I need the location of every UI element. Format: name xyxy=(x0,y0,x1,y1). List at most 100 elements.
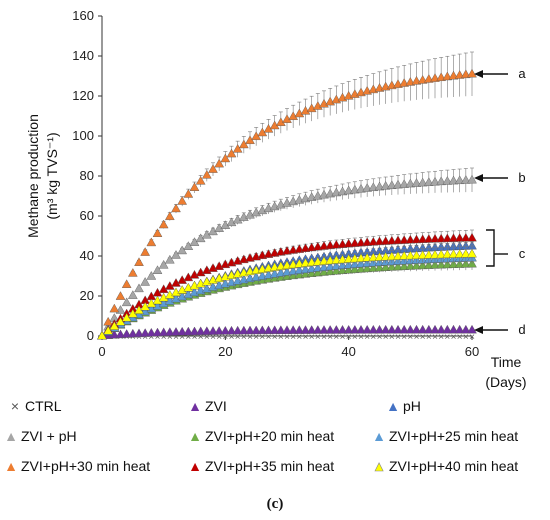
data-point-1 xyxy=(189,326,200,336)
data-point-6 xyxy=(140,247,151,256)
data-point-8 xyxy=(442,249,453,259)
data-point-ctrl: × xyxy=(204,332,210,343)
data-point-1 xyxy=(405,324,416,334)
data-point-8 xyxy=(97,330,107,340)
legend-label: ZVI + pH xyxy=(21,428,77,444)
data-point-ctrl: × xyxy=(432,332,438,343)
x-tick-label: 40 xyxy=(341,344,355,359)
data-point-6 xyxy=(189,182,200,191)
data-point-1 xyxy=(436,324,447,334)
data-point-ctrl: × xyxy=(259,332,265,343)
data-point-1 xyxy=(343,324,354,334)
data-point-8 xyxy=(467,248,477,258)
legend-label: ZVI+pH+30 min heat xyxy=(21,458,151,474)
data-point-1 xyxy=(220,325,231,335)
data-point-ctrl: × xyxy=(179,332,185,343)
y-tick-label: 120 xyxy=(72,88,94,103)
data-point-8 xyxy=(386,251,397,261)
legend-triangle-icon: ▲ xyxy=(4,458,18,474)
data-point-7 xyxy=(374,236,385,246)
data-point-8 xyxy=(109,321,120,330)
data-point-ctrl: × xyxy=(395,332,401,343)
data-point-1 xyxy=(245,325,255,335)
legend-label: ZVI+pH+40 min heat xyxy=(389,458,519,474)
data-point-8 xyxy=(362,252,373,262)
data-point-ctrl: × xyxy=(278,332,284,343)
data-point-7 xyxy=(442,233,453,243)
data-point-ctrl: × xyxy=(198,332,204,343)
data-point-3 xyxy=(121,297,132,307)
data-point-1 xyxy=(331,325,342,334)
data-point-8 xyxy=(337,254,348,264)
data-point-ctrl: × xyxy=(340,332,346,343)
data-point-6 xyxy=(195,175,206,185)
data-point-7 xyxy=(411,234,422,244)
annotation-label: b xyxy=(518,170,525,185)
y-tick-label: 0 xyxy=(87,328,94,343)
data-point-1 xyxy=(300,325,311,334)
data-point-7 xyxy=(337,239,348,248)
legend-item-zvi-ph: ▲ ZVI + pH xyxy=(4,428,77,444)
x-tick-label: 60 xyxy=(465,344,479,359)
arrow-head-icon xyxy=(474,70,483,78)
data-point-4 xyxy=(368,263,379,272)
data-point-ctrl: × xyxy=(451,332,457,343)
data-point-7 xyxy=(393,235,403,245)
data-point-ctrl: × xyxy=(321,332,327,343)
data-point-1 xyxy=(306,325,317,334)
data-point-6 xyxy=(127,268,138,277)
data-point-3 xyxy=(134,283,144,293)
data-point-1 xyxy=(337,325,348,334)
data-point-ctrl: × xyxy=(173,332,179,343)
data-point-6 xyxy=(115,291,126,300)
data-point-ctrl: × xyxy=(457,332,463,343)
data-point-4 xyxy=(337,265,348,274)
data-point-1 xyxy=(115,329,126,339)
legend-item-zvi-ph-35: ▲ ZVI+pH+35 min heat xyxy=(188,458,334,474)
data-point-8 xyxy=(417,250,428,259)
data-point-8 xyxy=(164,290,175,299)
data-point-ctrl: × xyxy=(136,332,142,343)
data-point-6 xyxy=(164,211,175,220)
data-point-1 xyxy=(294,325,305,334)
data-point-ctrl: × xyxy=(235,332,241,343)
data-point-6 xyxy=(146,237,157,247)
legend-triangle-icon: ▲ xyxy=(188,398,202,414)
data-point-1 xyxy=(386,324,397,334)
legend-cross-icon: × xyxy=(10,398,20,414)
data-point-1 xyxy=(399,324,410,334)
legend-item-ph: ▲ pH xyxy=(386,398,421,414)
data-point-ctrl: × xyxy=(370,332,376,343)
data-point-7 xyxy=(467,232,477,242)
data-point-ctrl: × xyxy=(229,332,235,343)
data-point-1 xyxy=(121,329,132,338)
data-point-6 xyxy=(134,257,144,266)
data-point-3 xyxy=(127,290,138,299)
data-point-1 xyxy=(411,324,422,334)
legend-label: CTRL xyxy=(25,398,62,414)
methane-chart: 0 20 40 60 80 100 120 140 160 0 20 40 60 Methane prod… xyxy=(25,8,527,390)
data-point-8 xyxy=(374,252,385,261)
data-point-8 xyxy=(356,253,366,262)
data-point-ctrl: × xyxy=(142,332,148,343)
data-point-ctrl: × xyxy=(161,332,167,343)
data-point-4 xyxy=(374,262,385,272)
legend-label: ZVI+pH+20 min heat xyxy=(205,428,335,444)
data-point-6 xyxy=(238,139,249,149)
data-point-1 xyxy=(263,325,274,335)
data-point-6 xyxy=(300,105,311,115)
data-point-6 xyxy=(220,153,231,163)
data-point-1 xyxy=(362,324,373,334)
data-point-1 xyxy=(275,325,286,334)
data-point-8 xyxy=(343,254,354,263)
data-point-ctrl: × xyxy=(407,332,413,343)
data-point-3 xyxy=(171,250,181,259)
data-point-4 xyxy=(380,262,391,271)
data-point-1 xyxy=(195,326,206,336)
data-point-8 xyxy=(171,287,181,297)
data-point-1 xyxy=(257,325,268,335)
data-point-1 xyxy=(349,324,360,334)
legend-item-zvi-ph-20: ▲ ZVI+pH+20 min heat xyxy=(188,428,334,444)
data-point-6 xyxy=(312,101,323,110)
data-point-1 xyxy=(442,324,453,334)
